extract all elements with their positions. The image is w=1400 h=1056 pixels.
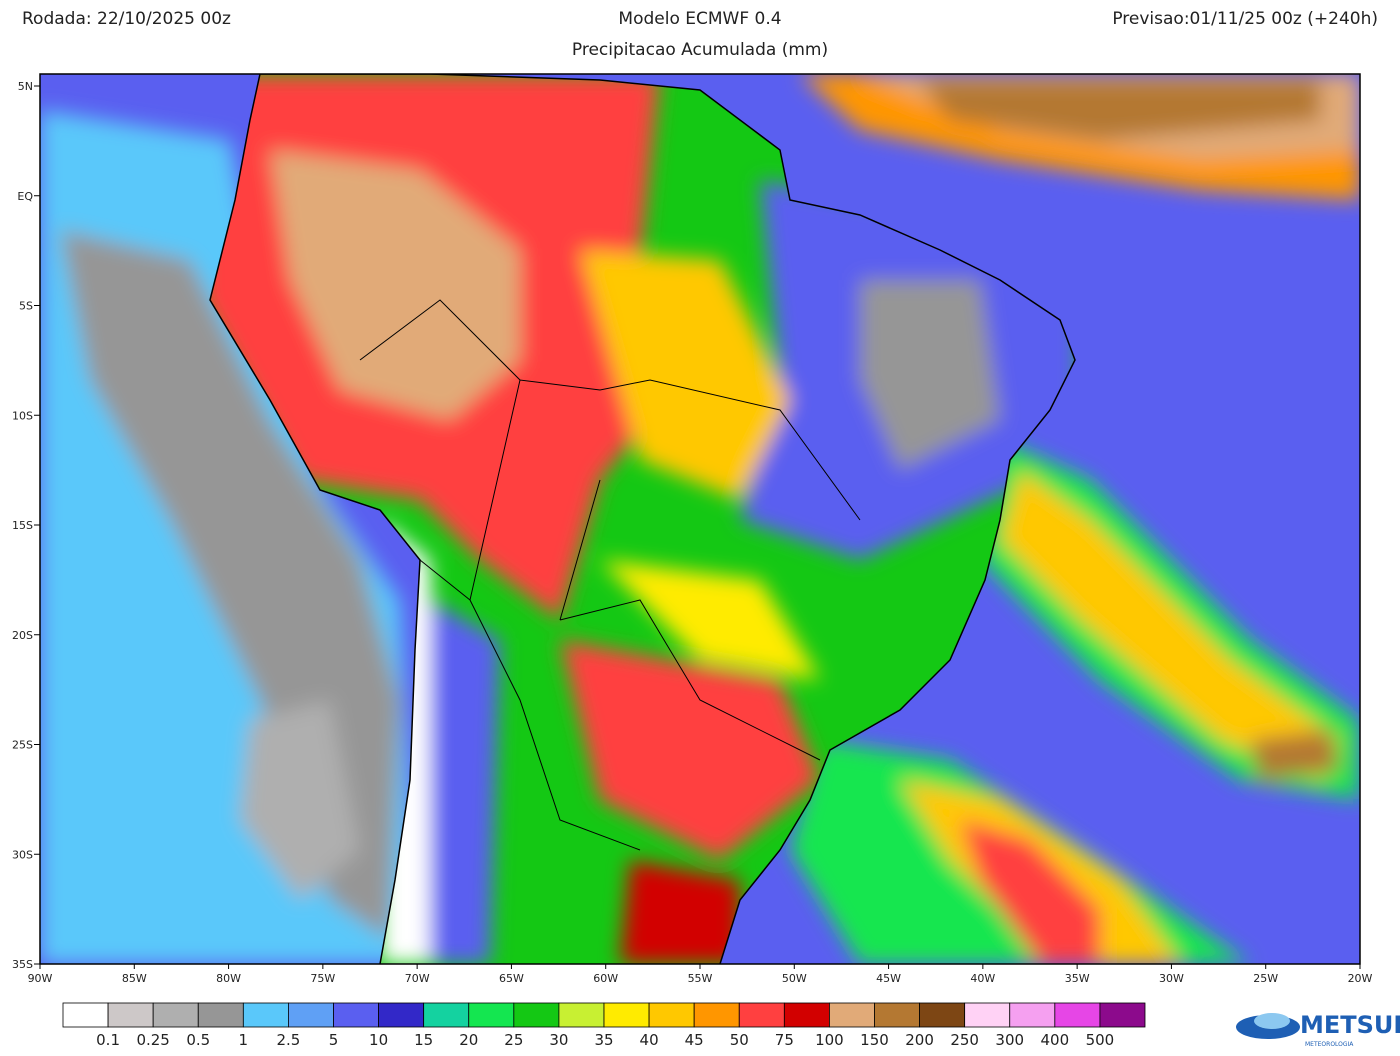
legend-swatch	[62, 1002, 109, 1028]
lon-label: 25W	[1253, 972, 1278, 985]
legend-label: 200	[905, 1031, 934, 1049]
legend-label: 250	[950, 1031, 979, 1049]
lon-label: 20W	[1348, 972, 1373, 985]
legend-swatch	[1009, 1002, 1056, 1028]
lon-label: 75W	[310, 972, 335, 985]
lon-label: 80W	[216, 972, 241, 985]
legend-swatch	[333, 1002, 379, 1028]
forecast-label: Previsao:01/11/25 00z (+240h)	[1112, 9, 1378, 29]
legend-swatch	[468, 1002, 515, 1028]
legend-label: 400	[1041, 1031, 1070, 1049]
legend-label: 25	[504, 1031, 523, 1049]
legend-label: 10	[369, 1031, 388, 1049]
lon-label: 55W	[688, 972, 713, 985]
legend-swatch	[874, 1002, 920, 1028]
lon-label: 35W	[1065, 972, 1090, 985]
legend-swatch	[648, 1002, 695, 1028]
lat-label: EQ	[17, 190, 33, 203]
lon-label: 65W	[499, 972, 524, 985]
subtitle: Precipitacao Acumulada (mm)	[572, 40, 828, 60]
legend-swatch	[288, 1002, 334, 1028]
legend-label: 500	[1086, 1031, 1115, 1049]
legend-label: 0.25	[136, 1031, 169, 1049]
precipitation-field	[40, 74, 1360, 964]
lon-label: 90W	[28, 972, 53, 985]
legend-label: 50	[730, 1031, 749, 1049]
lat-label: 30S	[12, 848, 33, 861]
legend-swatch	[152, 1002, 199, 1028]
legend-label: 0.1	[96, 1031, 120, 1049]
lon-label: 40W	[970, 972, 995, 985]
legend-swatch	[558, 1002, 605, 1028]
lon-label: 85W	[122, 972, 147, 985]
legend-label: 40	[640, 1031, 659, 1049]
lat-label: 35S	[12, 958, 33, 971]
legend-label: 45	[685, 1031, 704, 1049]
legend-label: 150	[860, 1031, 889, 1049]
legend-swatch	[1054, 1002, 1101, 1028]
lon-label: 45W	[876, 972, 901, 985]
legend-label: 2.5	[276, 1031, 300, 1049]
lat-label: 15S	[12, 519, 33, 532]
legend-swatch	[919, 1002, 966, 1028]
legend-swatch	[513, 1002, 560, 1028]
lon-label: 60W	[593, 972, 618, 985]
lat-label: 20S	[12, 629, 33, 642]
lat-label: 5S	[19, 300, 33, 313]
legend-label: 5	[329, 1031, 339, 1049]
legend-label: 300	[995, 1031, 1024, 1049]
logo: METSUL METEOROLOGIA	[1236, 1011, 1400, 1048]
legend-label: 20	[459, 1031, 478, 1049]
legend-swatch	[964, 1002, 1011, 1028]
legend-label: 30	[549, 1031, 568, 1049]
lon-label: 30W	[1159, 972, 1184, 985]
legend-swatch	[693, 1002, 740, 1028]
logo-tagline: METEOROLOGIA	[1305, 1041, 1354, 1048]
lon-label: 50W	[782, 972, 807, 985]
legend-swatch	[829, 1002, 875, 1028]
legend-label: 15	[414, 1031, 433, 1049]
lat-label: 5N	[18, 80, 33, 93]
legend-label: 0.5	[186, 1031, 210, 1049]
legend-swatch	[738, 1002, 785, 1028]
model-label: Modelo ECMWF 0.4	[618, 9, 781, 29]
legend-label: 100	[815, 1031, 844, 1049]
legend-label: 75	[775, 1031, 794, 1049]
legend-swatch	[197, 1002, 244, 1028]
run-label: Rodada: 22/10/2025 00z	[22, 9, 231, 29]
legend-swatch	[378, 1002, 425, 1028]
lat-label: 10S	[12, 409, 33, 422]
lon-label: 70W	[405, 972, 430, 985]
legend-swatch	[423, 1002, 470, 1028]
legend-swatch	[107, 1002, 154, 1028]
lat-label: 25S	[12, 739, 33, 752]
color-legend: 0.1 0.25 0.5 1 2.5 5 10 15 20 25 30 35 40 45 50 75 100 15…	[62, 1002, 1146, 1049]
legend-swatch	[242, 1002, 289, 1028]
legend-label: 35	[594, 1031, 613, 1049]
legend-swatch	[783, 1002, 830, 1028]
legend-label: 1	[239, 1031, 249, 1049]
legend-swatch	[1099, 1002, 1146, 1028]
logo-name: METSUL	[1300, 1011, 1400, 1039]
legend-swatch	[603, 1002, 650, 1028]
